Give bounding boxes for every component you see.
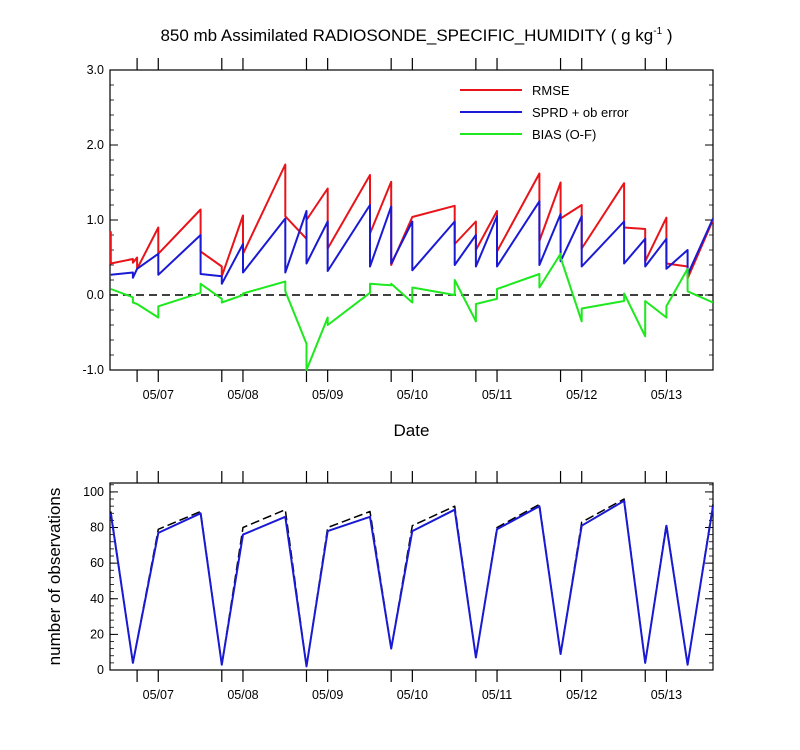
x-tick-label: 05/11 xyxy=(482,688,512,702)
y-tick-label: 80 xyxy=(90,521,104,535)
x-axis-title: Date xyxy=(394,421,430,440)
y-tick-label: 0 xyxy=(97,663,104,677)
y-tick-label: 2.0 xyxy=(87,138,104,152)
x-tick-label: 05/07 xyxy=(143,688,174,702)
y-tick-label: 1.0 xyxy=(87,213,104,227)
x-tick-label: 05/12 xyxy=(566,388,597,402)
y-axis-title: number of observations xyxy=(45,488,64,666)
chart-title-text: 850 mb Assimilated RADIOSONDE_SPECIFIC_H… xyxy=(160,26,653,45)
y-tick-label: 20 xyxy=(90,627,104,641)
humidity-stats-chart: -1.0 0.0 1.0 2.0 3.0 05/07 05/08 05/09 05/10 05/1… xyxy=(82,26,714,440)
x-tick-label: 05/13 xyxy=(651,688,682,702)
series-1-line xyxy=(109,499,714,668)
legend-label: SPRD + ob error xyxy=(532,105,629,120)
bias-o-f-line xyxy=(110,252,714,371)
x-tick-label: 05/11 xyxy=(482,388,512,402)
y-tick-label: -1.0 xyxy=(82,363,104,377)
x-tick-label: 05/08 xyxy=(227,688,258,702)
x-tick-label: 05/10 xyxy=(397,688,428,702)
y-tick-label: 0.0 xyxy=(87,288,104,302)
y-tick-label: 40 xyxy=(90,592,104,606)
x-tick-label: 05/07 xyxy=(143,388,174,402)
chart-title-units-exponent: -1 xyxy=(653,26,662,37)
y-tick-label: 100 xyxy=(83,485,104,499)
observation-count-chart: 0 20 40 60 80 100 05/07 05/08 05/09 05/10 05/11 05/… xyxy=(45,471,714,702)
y-tick-label: 60 xyxy=(90,556,104,570)
legend-label: RMSE xyxy=(532,83,570,98)
sprd-ob-error-line xyxy=(110,200,714,285)
plot-frame xyxy=(109,482,714,671)
chart-title: 850 mb Assimilated RADIOSONDE_SPECIFIC_H… xyxy=(160,26,672,45)
x-tick-label: 05/10 xyxy=(397,388,428,402)
x-tick-label: 05/08 xyxy=(227,388,258,402)
x-tick-label: 05/09 xyxy=(312,688,343,702)
chart-title-close: ) xyxy=(662,26,672,45)
x-tick-label: 05/09 xyxy=(312,388,343,402)
x-tick-label: 05/12 xyxy=(566,688,597,702)
x-tick-label: 05/13 xyxy=(651,388,682,402)
y-tick-label: 3.0 xyxy=(87,63,104,77)
legend-label: BIAS (O-F) xyxy=(532,127,596,142)
